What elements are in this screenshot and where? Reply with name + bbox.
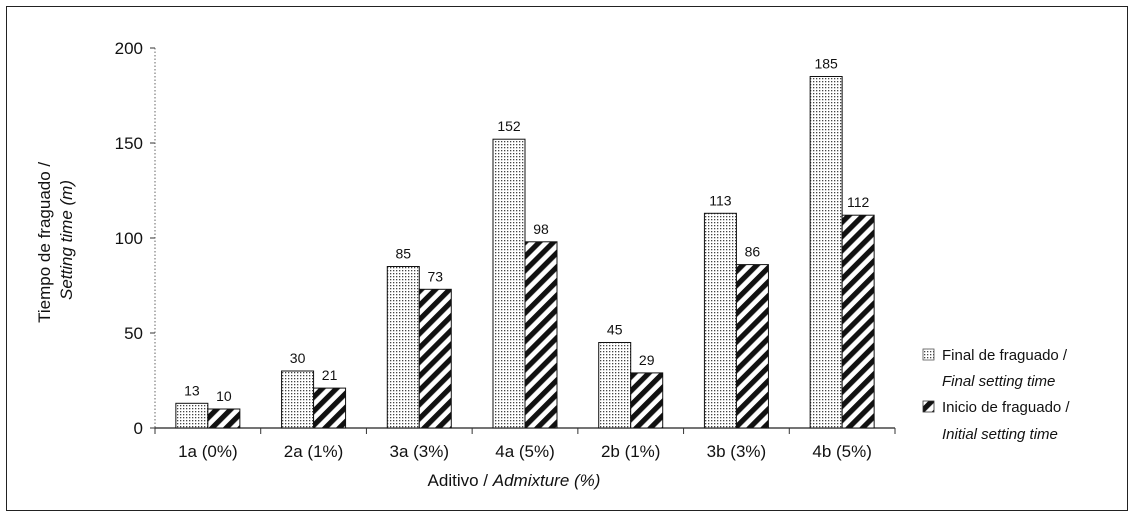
- data-label-initial: 10: [216, 388, 232, 404]
- x-tick-label: 3a (3%): [390, 442, 450, 461]
- bar-initial-setting-time: [735, 264, 769, 429]
- data-label-initial: 29: [639, 352, 655, 368]
- bar-initial-setting-time: [630, 372, 664, 429]
- legend-label-final-main: Final de fraguado /: [942, 347, 1068, 364]
- x-tick-label: 2b (1%): [601, 442, 661, 461]
- data-label-final: 152: [497, 118, 521, 134]
- y-tick-label: 100: [115, 229, 143, 248]
- bar-initial-setting-time: [524, 241, 558, 429]
- y-axis: 0 50 100 150 200: [115, 39, 156, 438]
- legend-label-final-italic: Final setting time: [942, 373, 1055, 390]
- data-label-initial: 73: [427, 268, 443, 284]
- legend: Final de fraguado / Final setting time I…: [922, 347, 1070, 443]
- x-tick-label: 2a (1%): [284, 442, 344, 461]
- data-label-final: 185: [814, 56, 838, 72]
- y-tick-label: 50: [124, 324, 143, 343]
- data-label-initial: 98: [533, 221, 549, 237]
- x-tick-label: 3b (3%): [707, 442, 767, 461]
- legend-swatch-final: [922, 348, 935, 361]
- bar-final-setting-time: [598, 342, 632, 429]
- data-label-initial: 86: [745, 244, 761, 260]
- bar-final-setting-time: [809, 76, 843, 429]
- bar-final-setting-time: [386, 266, 420, 429]
- x-tick-label: 4a (5%): [495, 442, 555, 461]
- x-axis: 1a (0%) 2a (1%) 3a (3%) 4a (5%) 2b (1%) 3b (3…: [154, 427, 896, 461]
- data-label-final: 113: [709, 192, 732, 208]
- data-label-initial: 21: [322, 367, 338, 383]
- y-axis-title-main: Tiempo de fraguado /: [35, 162, 54, 323]
- data-label-final: 13: [184, 382, 200, 398]
- bar-initial-setting-time: [418, 288, 452, 429]
- bars: 13 10 30 21 85 73 152 98 45 29 113 86 185 112: [175, 56, 875, 429]
- y-axis-title-italic: Setting time (m): [57, 180, 76, 300]
- y-axis-title: Tiempo de fraguado / Setting time (m): [35, 157, 76, 323]
- bar-final-setting-time: [175, 402, 209, 429]
- y-tick-label: 0: [134, 419, 143, 438]
- bar-final-setting-time: [492, 138, 526, 429]
- data-label-final: 45: [607, 322, 623, 338]
- legend-label-initial-main: Inicio de fraguado /: [942, 399, 1070, 416]
- legend-label-initial-italic: Initial setting time: [942, 426, 1058, 443]
- bar-initial-setting-time: [207, 408, 241, 429]
- x-axis-title-italic: Admixture (%): [492, 471, 601, 490]
- chart-frame: [6, 6, 1128, 511]
- bar-initial-setting-time: [313, 387, 347, 429]
- data-label-initial: 112: [847, 194, 870, 210]
- bar-final-setting-time: [281, 370, 315, 429]
- data-label-final: 85: [395, 246, 411, 262]
- bar-final-setting-time: [703, 212, 737, 429]
- bar-initial-setting-time: [841, 214, 875, 429]
- data-label-final: 30: [290, 350, 306, 366]
- y-tick-label: 150: [115, 134, 143, 153]
- x-tick-label: 4b (5%): [812, 442, 872, 461]
- x-axis-title: Aditivo / Admixture (%): [428, 471, 601, 490]
- x-tick-label: 1a (0%): [178, 442, 238, 461]
- legend-swatch-initial: [922, 400, 935, 413]
- x-axis-title-main: Aditivo /: [428, 471, 493, 490]
- y-tick-label: 200: [115, 39, 143, 58]
